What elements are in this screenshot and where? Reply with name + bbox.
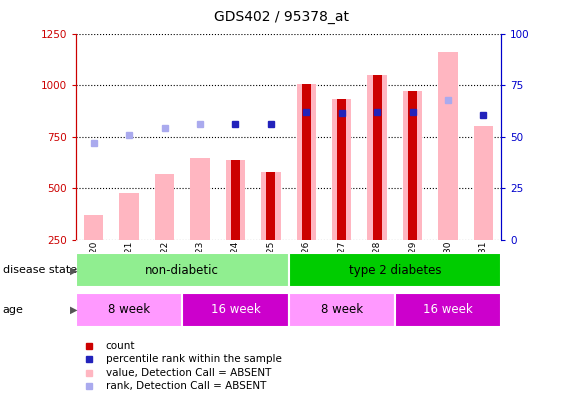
Bar <box>289 293 395 327</box>
Bar <box>373 75 382 240</box>
Bar <box>408 91 417 240</box>
Bar <box>302 84 311 240</box>
Bar <box>261 171 280 240</box>
Bar <box>266 171 275 240</box>
Bar <box>337 99 346 240</box>
Text: value, Detection Call = ABSENT: value, Detection Call = ABSENT <box>106 367 271 378</box>
Bar <box>231 160 240 240</box>
Bar <box>289 253 501 287</box>
Text: GDS402 / 95378_at: GDS402 / 95378_at <box>214 10 349 24</box>
Text: 8 week: 8 week <box>108 303 150 316</box>
Bar <box>84 215 104 240</box>
Bar <box>438 52 458 240</box>
Bar <box>226 160 245 240</box>
Bar <box>473 126 493 240</box>
Text: 16 week: 16 week <box>211 303 260 316</box>
Bar <box>403 91 422 240</box>
Bar <box>367 75 387 240</box>
Text: type 2 diabetes: type 2 diabetes <box>348 264 441 277</box>
Text: age: age <box>3 305 24 315</box>
Text: rank, Detection Call = ABSENT: rank, Detection Call = ABSENT <box>106 381 266 391</box>
Bar <box>182 293 289 327</box>
Text: non-diabetic: non-diabetic <box>145 264 219 277</box>
Text: 8 week: 8 week <box>320 303 363 316</box>
Bar <box>395 293 501 327</box>
Text: percentile rank within the sample: percentile rank within the sample <box>106 354 282 364</box>
Text: ▶: ▶ <box>70 305 78 315</box>
Bar <box>119 193 139 240</box>
Text: count: count <box>106 341 135 351</box>
Bar <box>190 158 210 240</box>
Bar <box>332 99 351 240</box>
Bar <box>297 84 316 240</box>
Text: 16 week: 16 week <box>423 303 473 316</box>
Bar <box>155 174 175 240</box>
Bar <box>76 253 289 287</box>
Text: ▶: ▶ <box>70 265 78 275</box>
Bar <box>76 293 182 327</box>
Text: disease state: disease state <box>3 265 77 275</box>
